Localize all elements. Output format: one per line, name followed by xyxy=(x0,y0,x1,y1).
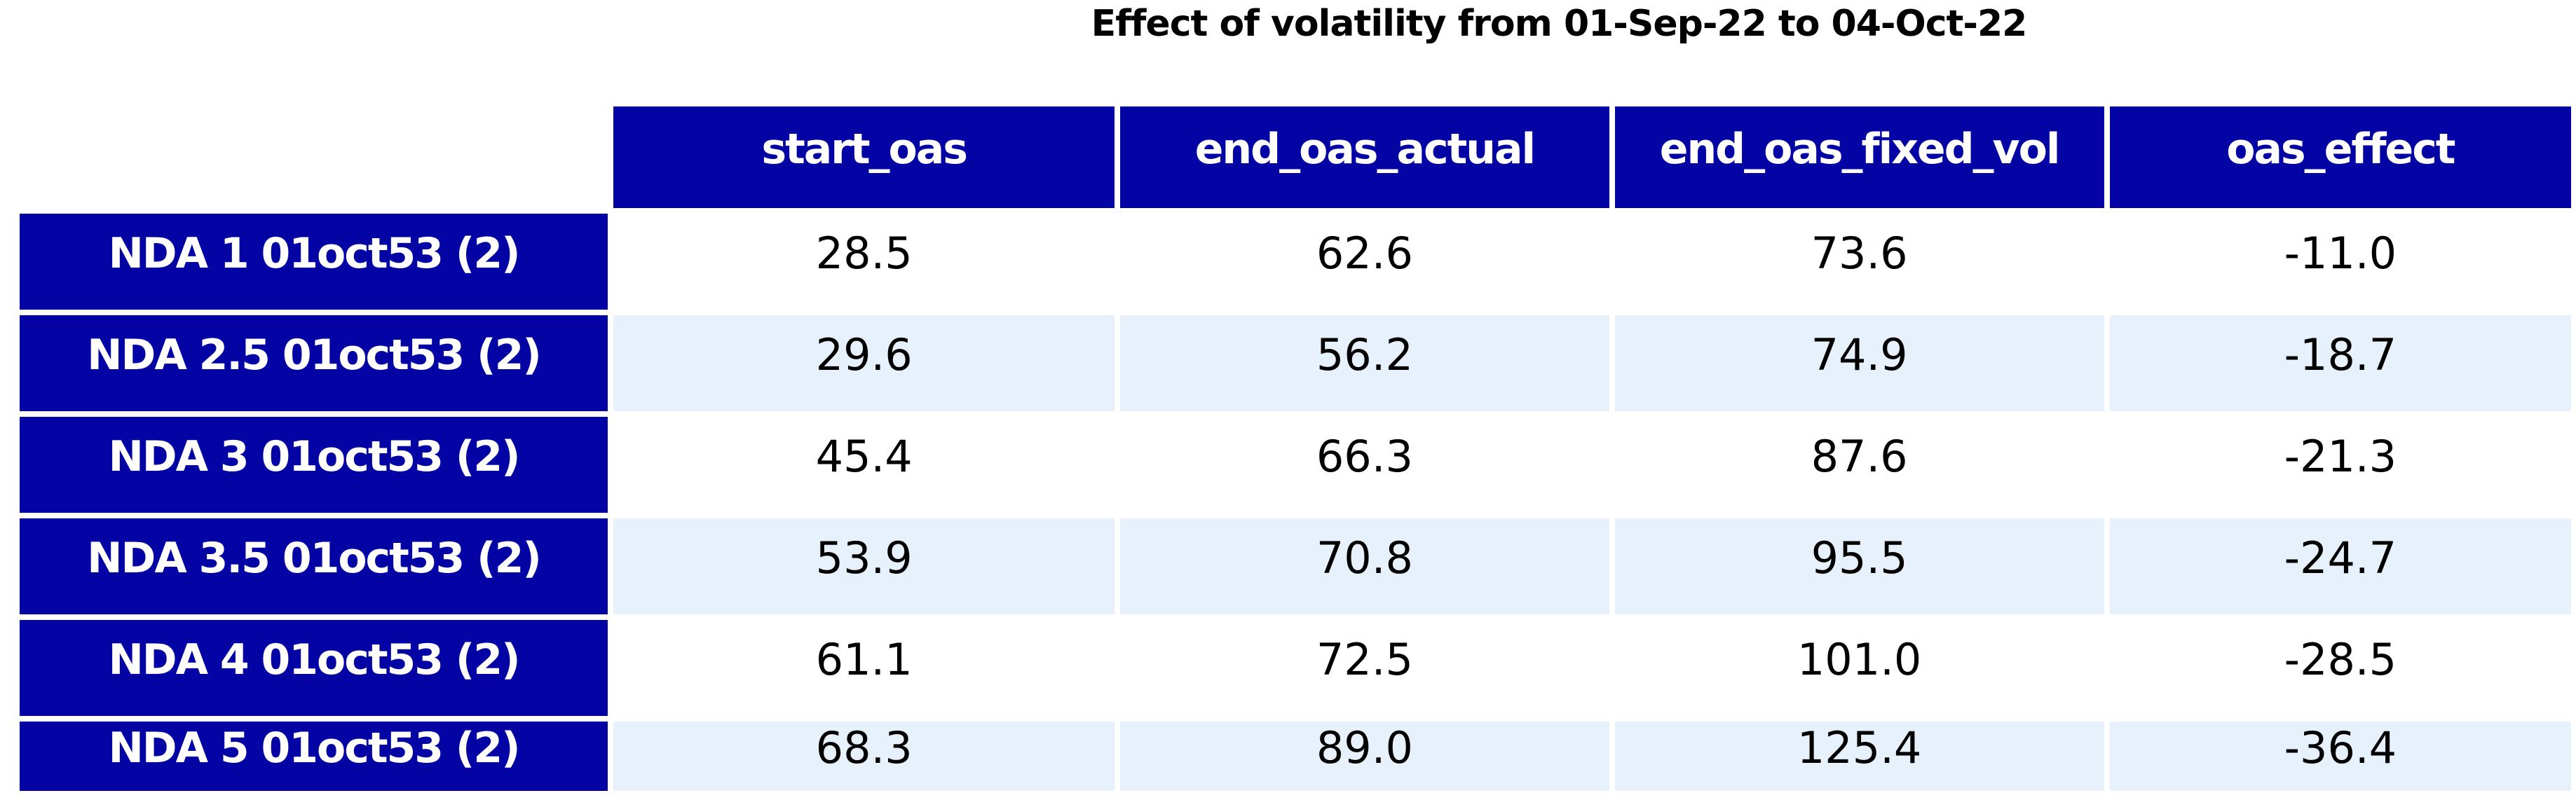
column-header-start-oas: start_oas xyxy=(613,106,1115,208)
value-cell: 125.4 xyxy=(1614,722,2104,791)
value-cell: 89.0 xyxy=(1120,722,1609,791)
value-cell: 101.0 xyxy=(1614,620,2104,716)
value-cell: 73.6 xyxy=(1614,214,2104,310)
value-cell: 56.2 xyxy=(1120,315,1609,411)
value-cell: -24.7 xyxy=(2109,518,2571,614)
value-cell: -11.0 xyxy=(2109,214,2571,310)
value-cell: 68.3 xyxy=(613,722,1115,791)
value-cell: 62.6 xyxy=(1120,214,1609,310)
value-cell: -18.7 xyxy=(2109,315,2571,411)
value-cell: 70.8 xyxy=(1120,518,1609,614)
row-label: NDA 5 01oct53 (2) xyxy=(20,722,608,791)
row-label: NDA 3 01oct53 (2) xyxy=(20,417,608,513)
value-cell: 87.6 xyxy=(1614,417,2104,513)
value-cell: 72.5 xyxy=(1120,620,1609,716)
value-cell: 45.4 xyxy=(613,417,1115,513)
value-cell: 29.6 xyxy=(613,315,1115,411)
row-label: NDA 1 01oct53 (2) xyxy=(20,214,608,310)
value-cell: 61.1 xyxy=(613,620,1115,716)
value-cell: 66.3 xyxy=(1120,417,1609,513)
oas-table: start_oas end_oas_actual end_oas_fixed_v… xyxy=(20,106,2571,791)
value-cell: -36.4 xyxy=(2109,722,2571,791)
row-label: NDA 3.5 01oct53 (2) xyxy=(20,518,608,614)
value-cell: 28.5 xyxy=(613,214,1115,310)
column-header-end-oas-actual: end_oas_actual xyxy=(1120,106,1609,208)
corner-spacer xyxy=(20,106,608,208)
value-cell: -28.5 xyxy=(2109,620,2571,716)
row-label: NDA 4 01oct53 (2) xyxy=(20,620,608,716)
value-cell: 53.9 xyxy=(613,518,1115,614)
value-cell: 95.5 xyxy=(1614,518,2104,614)
chart-title: Effect of volatility from 01-Sep-22 to 0… xyxy=(1091,3,2028,45)
value-cell: 74.9 xyxy=(1614,315,2104,411)
value-cell: -21.3 xyxy=(2109,417,2571,513)
row-label: NDA 2.5 01oct53 (2) xyxy=(20,315,608,411)
column-header-oas-effect: oas_effect xyxy=(2109,106,2571,208)
column-header-end-oas-fixed-vol: end_oas_fixed_vol xyxy=(1614,106,2104,208)
